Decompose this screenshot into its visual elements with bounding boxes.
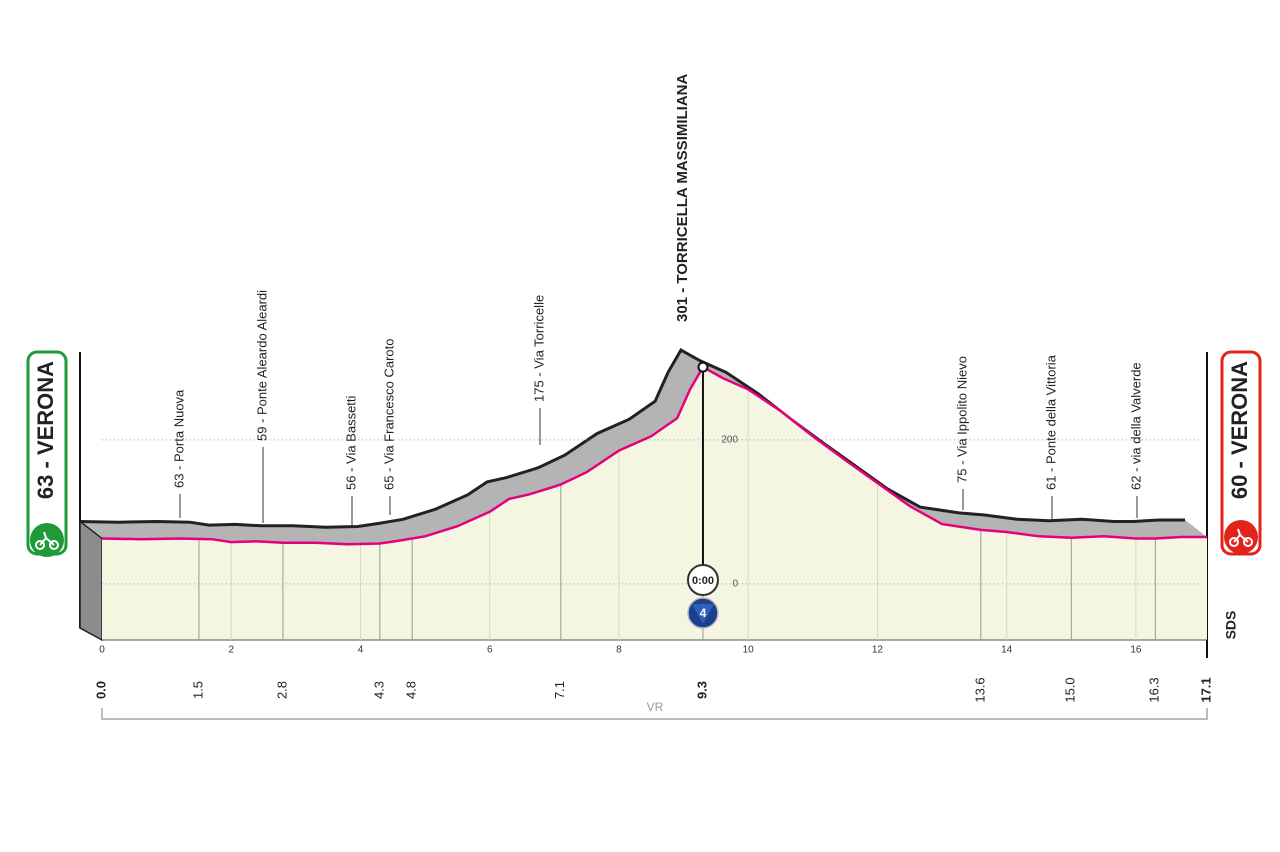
waypoint-label: 59 - Ponte Aleardo Aleardi: [254, 290, 269, 441]
waypoint-label: 56 - Via Bassetti: [343, 395, 358, 490]
x-tick-label: 1.5: [190, 681, 205, 699]
bike-icon: [1229, 528, 1253, 547]
timing-label: 0:00: [692, 575, 714, 587]
km-tick-label: 14: [1001, 645, 1013, 656]
x-tick-label: 2.8: [274, 681, 289, 699]
x-tick-label: 15.0: [1063, 677, 1078, 702]
km-tick-label: 4: [358, 645, 364, 656]
plot: 0 200 0 2 4 6 8 10 12 14 16 0.0 1.5 2.8 4.3 4.8 7.1 9.3 13…: [79, 73, 1213, 703]
timing-icon: [686, 564, 719, 596]
km-tick-label: 12: [872, 645, 884, 656]
profile-side: [79, 519, 103, 642]
x-tick-label: 7.1: [552, 681, 567, 699]
x-tick-label: 13.6: [972, 677, 987, 702]
summit-dot: [697, 361, 709, 373]
waypoint-label: 61 - Ponte della Vittoria: [1043, 354, 1058, 490]
x-tick-label: 0.0: [93, 681, 108, 699]
waypoint-label: 62 - via della Valverde: [1128, 362, 1143, 490]
profile-area: [102, 367, 1207, 640]
logo: SDS: [1223, 611, 1239, 640]
summit-label: 301 - TORRICELLA MASSIMILIANA: [674, 73, 691, 322]
km-tick-label: 0: [99, 645, 105, 656]
waypoint-label: 175 - Via Torricelle: [531, 295, 546, 402]
x-tick-label: 17.1: [1198, 677, 1213, 702]
x-tick-label: 9.3: [694, 681, 709, 699]
waypoint-label: 65 - Via Francesco Caroto: [381, 339, 396, 491]
waypoint-label: 75 - Via Ippolito Nievo: [954, 356, 969, 483]
km-tick-label: 6: [487, 645, 493, 656]
km-tick-label: 8: [616, 645, 622, 656]
start-label: 63 - VERONA: [33, 361, 58, 499]
climb-triangle: [691, 604, 714, 624]
waypoint-label: 63 - Porta Nuova: [171, 389, 186, 488]
profile-edge: [79, 348, 1185, 529]
km-tick-label: 2: [228, 645, 234, 656]
y-tick-label: 200: [721, 434, 738, 445]
profile-line: [101, 365, 1207, 546]
x-tick-label: 16.3: [1147, 677, 1162, 702]
y-tick-label: 0: [732, 578, 738, 589]
x-tick-label: 4.3: [371, 681, 386, 699]
x-tick-label: 4.8: [404, 681, 419, 699]
km-tick-label: 16: [1130, 645, 1142, 656]
km-tick-label: 10: [743, 645, 755, 656]
province-label: VR: [647, 700, 664, 714]
climb-category: 4: [700, 606, 707, 620]
bike-icon: [35, 531, 59, 550]
finish-label: 60 - VERONA: [1227, 361, 1252, 499]
profile-shade: [80, 350, 1207, 545]
